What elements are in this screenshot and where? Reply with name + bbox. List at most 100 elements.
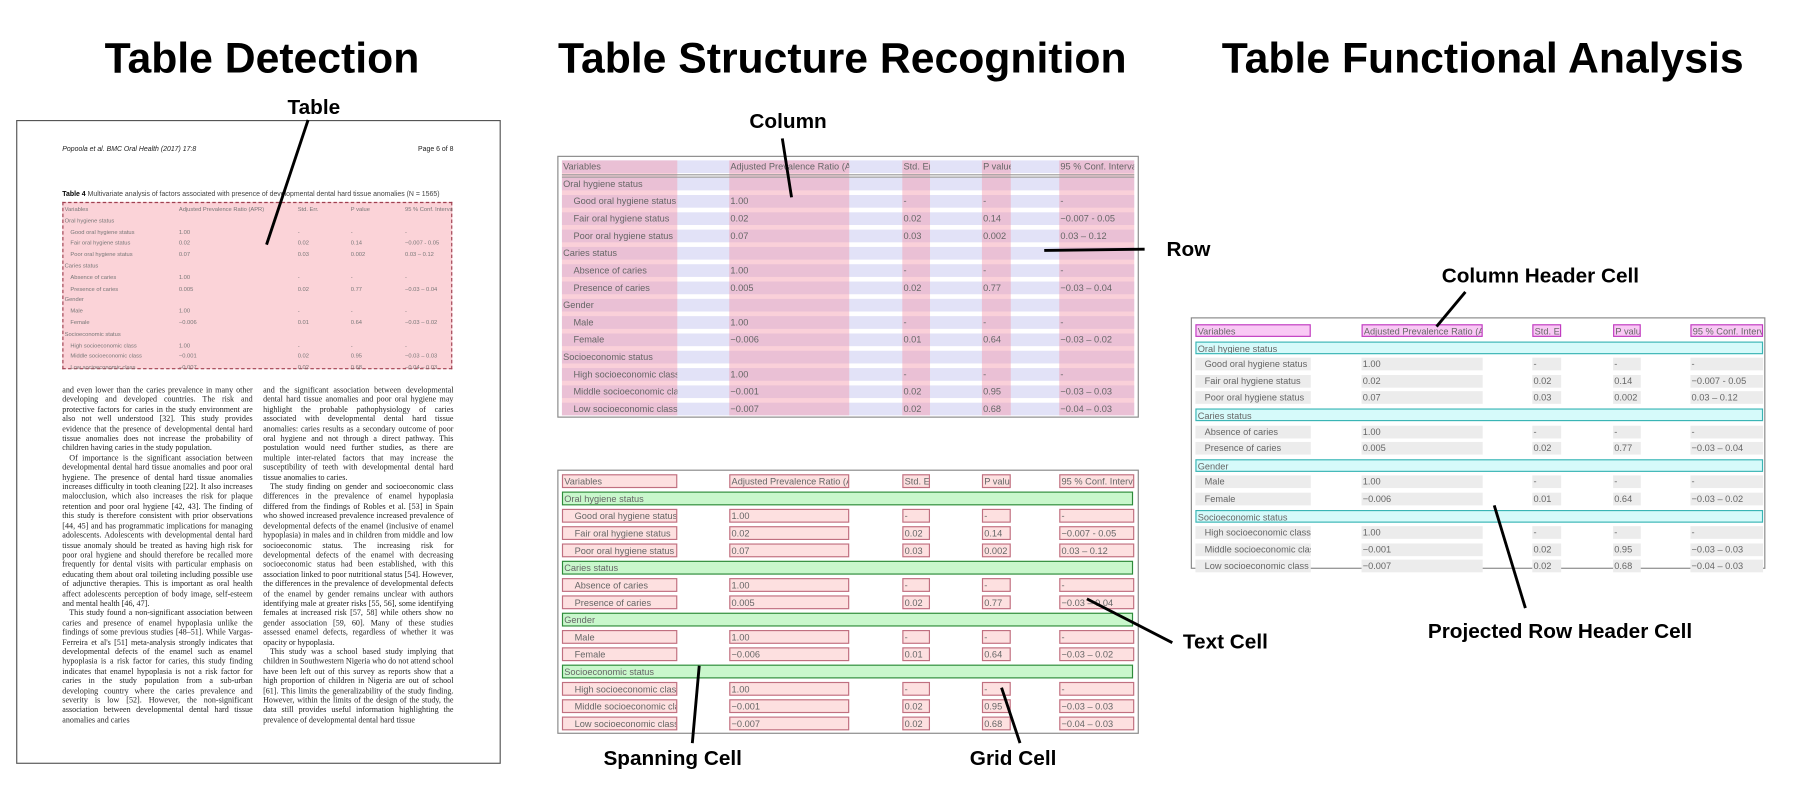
table-cell: Absence of caries — [573, 265, 647, 276]
label-column: Column — [749, 109, 827, 133]
table-cell: Male — [561, 630, 678, 644]
table-cell: 0.02 — [297, 285, 309, 293]
column-header-cell: Adjusted Prevalence Ratio (APR) — [729, 474, 850, 489]
row-band — [561, 385, 1135, 399]
table-cell: −0.007 - 0.05 — [1060, 213, 1116, 224]
row-header-cell: Caries status — [563, 248, 617, 259]
column-header-cell: Variables — [64, 206, 89, 214]
table-cell: 0.01 — [1532, 492, 1562, 506]
column-header-cell: Variables — [1195, 324, 1311, 337]
table-cell: −0.006 — [178, 319, 197, 327]
table-cell: - — [981, 630, 1011, 644]
table-cell: 0.01 — [297, 319, 309, 327]
table-cell: High socioeconomic class — [573, 369, 678, 380]
table-cell: 0.02 — [902, 595, 931, 610]
row-header-cell: Caries status — [64, 263, 99, 271]
table-cell: - — [1059, 578, 1135, 592]
row-band — [561, 281, 1135, 295]
table-cell: - — [297, 308, 300, 316]
table-cell: 0.005 — [730, 282, 754, 294]
caption-label: Table 4 — [62, 191, 86, 199]
table-cell: −0.03 – 0.02 — [1059, 647, 1135, 662]
spanning-cell: Gender — [561, 612, 1134, 627]
table-caption: Table 4 Multivariate analysis of factors… — [62, 192, 439, 199]
column-header-cell: Std. Err. — [903, 161, 930, 172]
table-cell: 0.02 — [1532, 560, 1562, 573]
table-cell: Poor oral hygiene status — [1195, 391, 1311, 405]
table-cell: - — [903, 317, 907, 328]
label-projected-row-header-cell: Projected Row Header Cell — [1427, 619, 1693, 643]
table-cell: - — [1690, 425, 1764, 438]
column-band — [561, 160, 678, 416]
table-cell: - — [1532, 357, 1562, 371]
table-cell: High socioeconomic class — [70, 342, 137, 350]
row-header-cell: Socioeconomic status — [64, 330, 121, 338]
column-band — [729, 160, 850, 416]
row-header-cell: Oral hygiene status — [64, 217, 115, 225]
table-cell: 0.02 — [902, 526, 931, 541]
row-header-cell: Gender — [563, 300, 594, 311]
table-cell: - — [1613, 357, 1641, 371]
table-cell: 0.03 — [902, 543, 931, 558]
table-cell: 1.00 — [178, 274, 191, 282]
table-cell: −0.04 – 0.03 — [1060, 403, 1112, 415]
table-cell: - — [1690, 357, 1764, 371]
column-header-cell: 95 % Conf. Interval — [1690, 324, 1764, 337]
table-cell: −0.03 – 0.03 — [405, 353, 438, 361]
table-cell: Absence of caries — [70, 274, 117, 282]
table-cells: Variables Adjusted Prevalence Ratio (APR)… — [557, 469, 1139, 734]
row-band — [561, 195, 1135, 208]
table-cell: 1.00 — [729, 630, 850, 644]
table-cell: 1.00 — [730, 196, 749, 207]
table-cell: Poor oral hygiene status — [561, 543, 678, 558]
table-cell: 0.02 — [903, 213, 922, 224]
table-cell: 0.07 — [729, 543, 850, 558]
table-cell: 0.03 — [297, 251, 309, 259]
table-cell: 1.00 — [730, 369, 749, 380]
paragraph: and the significant association between … — [263, 385, 454, 482]
table-cell: Good oral hygiene status — [561, 508, 678, 523]
table-cell: −0.007 — [1361, 560, 1483, 573]
table-cell: - — [297, 274, 300, 282]
table-cell: - — [903, 265, 907, 276]
table-cell: 0.02 — [1361, 374, 1483, 388]
table-cell: - — [405, 342, 407, 350]
column-header-cell: P value — [983, 161, 1011, 172]
document-page: Popoola et al. BMC Oral Health (2017) 17… — [16, 120, 501, 764]
table-cell: Female — [70, 319, 90, 327]
label-table: Table — [287, 95, 341, 119]
table-cell: - — [983, 317, 987, 328]
table-cell: 0.07 — [730, 230, 749, 242]
row-header-cell: Gender — [64, 296, 84, 304]
row-band — [561, 160, 1135, 174]
table-cell: - — [350, 342, 353, 350]
table-cell: Absence of caries — [561, 578, 678, 592]
table-cell: - — [983, 369, 987, 380]
table-cell: - — [1059, 681, 1135, 696]
row-band — [561, 212, 1135, 226]
table-cell: - — [981, 578, 1011, 592]
row-band — [561, 264, 1135, 277]
table-cell: Middle socioeconomic class — [70, 353, 142, 361]
table-cell: 0.68 — [350, 364, 363, 372]
table-cell: 1.00 — [729, 578, 850, 592]
table-cell: 0.02 — [178, 240, 191, 248]
table-cell: −0.03 – 0.04 — [1060, 282, 1112, 294]
column-header-cell: P value — [350, 206, 370, 214]
table-cell: Presence of caries — [573, 282, 650, 294]
table-cell: −0.03 – 0.04 — [1059, 595, 1135, 610]
label-text-cell: Text Cell — [1182, 630, 1268, 654]
paragraph: This study found a non-significant assoc… — [62, 608, 253, 725]
table-cell: 0.02 — [903, 403, 922, 415]
paragraph: Of importance is the significant associa… — [62, 453, 253, 609]
table-cell: −0.007 — [729, 716, 850, 731]
table-cell: - — [350, 274, 353, 282]
table-cell: 0.02 — [903, 386, 922, 397]
table-cell: 1.00 — [1361, 425, 1483, 438]
table-cell: Absence of caries — [1195, 425, 1311, 438]
column-header-cell: 95 % Conf. Interval — [1060, 161, 1135, 172]
table-cell: −0.04 – 0.03 — [1059, 716, 1135, 731]
table-cell: Middle socioeconomic class — [1195, 543, 1311, 556]
table-cell: 0.01 — [902, 647, 931, 662]
column-header-cell: 95 % Conf. Interval — [1059, 474, 1135, 489]
